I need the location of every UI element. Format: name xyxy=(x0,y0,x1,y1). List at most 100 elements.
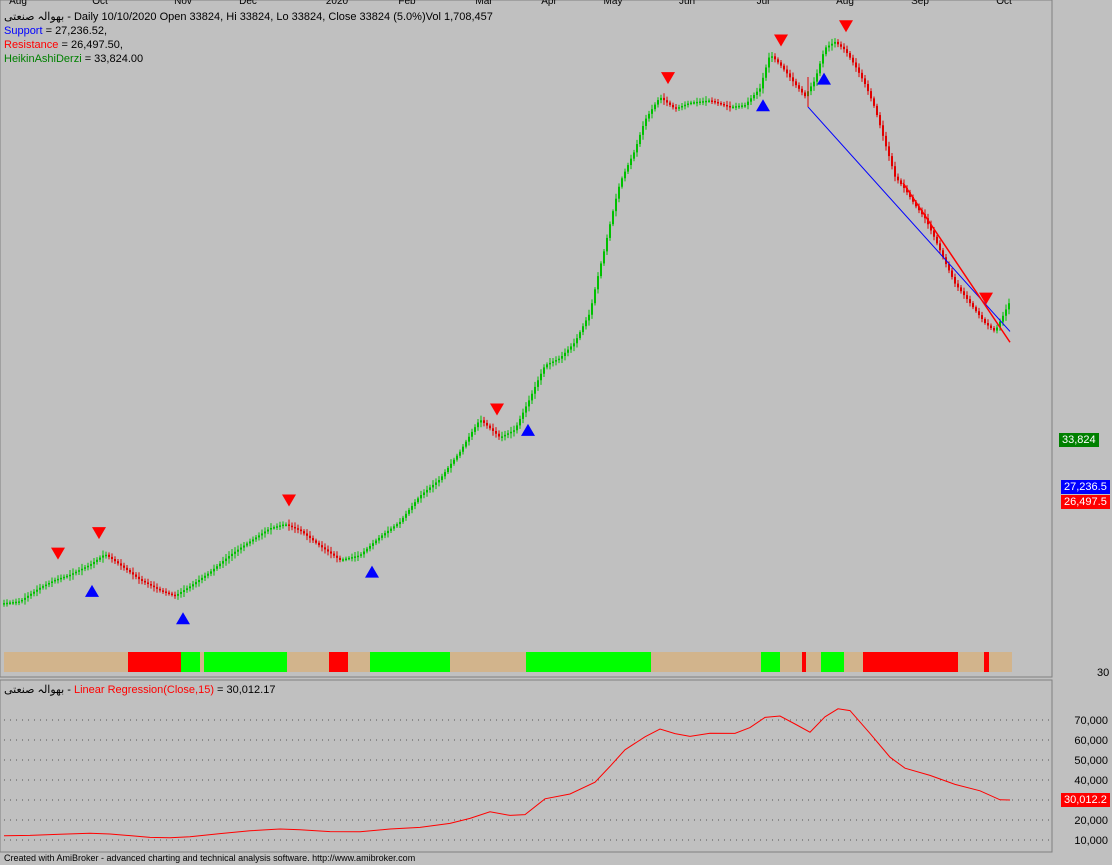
last-price-label: 33,824 xyxy=(1059,433,1099,447)
month-label: Oct xyxy=(92,0,108,7)
candle-body xyxy=(498,433,500,437)
ribbon-segment xyxy=(989,652,1012,672)
candle-body xyxy=(750,98,752,102)
candle-body xyxy=(192,584,194,587)
candle-body xyxy=(669,102,671,105)
candle-body xyxy=(348,557,350,560)
candle-body xyxy=(846,49,848,54)
buy-arrow xyxy=(365,565,379,578)
ribbon-segment xyxy=(780,652,802,672)
month-label: Dec xyxy=(239,0,257,7)
support-label: Support xyxy=(4,25,43,37)
month-label: Oct xyxy=(996,0,1012,7)
support-price-label: 27,236.5 xyxy=(1061,480,1110,494)
header-title: بهوالہ صنعتی - Daily 10/10/2020 Open 338… xyxy=(4,11,493,23)
candle-body xyxy=(654,104,656,110)
candle-body xyxy=(747,101,749,106)
candle-body xyxy=(804,92,806,97)
candle-body xyxy=(264,531,266,534)
candle-body xyxy=(981,315,983,320)
candle-body xyxy=(315,540,317,543)
candle-body xyxy=(870,91,872,99)
ribbon-segment xyxy=(128,652,181,672)
misc-axis-label: 30 xyxy=(1097,667,1110,679)
candle-body xyxy=(780,62,782,66)
candle-body xyxy=(126,567,128,571)
y-tick-label: 10,000 xyxy=(1074,835,1108,847)
sell-arrow xyxy=(661,72,675,85)
candle-body xyxy=(135,574,137,577)
candle-body xyxy=(351,557,353,559)
ribbon-segment xyxy=(200,652,204,672)
candle-body xyxy=(405,513,407,518)
candle-body xyxy=(696,101,698,104)
candle-body xyxy=(69,574,71,577)
candle-body xyxy=(195,582,197,585)
buy-arrow xyxy=(521,423,535,436)
candle-body xyxy=(261,533,263,536)
candle-body xyxy=(411,505,413,510)
lower-header: بهوالہ صنعتی - Linear Regression(Close,1… xyxy=(4,683,275,697)
candle-body xyxy=(285,524,287,526)
resistance-label: Resistance xyxy=(4,39,59,51)
candle-body xyxy=(189,586,191,589)
candle-body xyxy=(891,156,893,167)
candle-body xyxy=(360,554,362,556)
candle-body xyxy=(48,582,50,585)
candle-body xyxy=(723,103,725,106)
ribbon-segment xyxy=(4,652,10,672)
candle-body xyxy=(633,152,635,159)
candle-body xyxy=(420,495,422,499)
candle-body xyxy=(756,91,758,95)
month-label: Feb xyxy=(398,0,416,7)
candle-body xyxy=(54,579,56,582)
candle-body xyxy=(501,436,503,438)
candle-body xyxy=(915,201,917,207)
candle-body xyxy=(999,321,1001,328)
linreg-line xyxy=(3,708,1011,839)
candle-body xyxy=(444,472,446,477)
candle-body xyxy=(534,386,536,394)
candle-body xyxy=(9,602,11,604)
candle-body xyxy=(774,56,776,60)
candle-body xyxy=(864,78,866,84)
candle-body xyxy=(789,73,791,78)
candle-body xyxy=(957,283,959,288)
sell-arrow xyxy=(92,527,106,540)
candle-body xyxy=(375,540,377,544)
candle-body xyxy=(606,237,608,252)
candle-body xyxy=(267,529,269,532)
candle-body xyxy=(744,105,746,107)
candle-body xyxy=(726,104,728,107)
candle-body xyxy=(225,558,227,562)
candle-body xyxy=(582,326,584,333)
candle-body xyxy=(537,380,539,387)
candle-body xyxy=(519,418,521,426)
candle-body xyxy=(15,601,17,604)
candle-body xyxy=(99,557,101,560)
candle-body xyxy=(204,575,206,578)
candle-body xyxy=(219,563,221,567)
candle-body xyxy=(684,104,686,107)
trend-ribbon xyxy=(4,652,1012,672)
candle-body xyxy=(396,524,398,527)
candle-body xyxy=(765,67,767,78)
month-label: Apr xyxy=(541,0,557,7)
candle-body xyxy=(432,484,434,488)
candle-body xyxy=(249,541,251,544)
candle-body xyxy=(894,166,896,177)
month-label: Sep xyxy=(911,0,929,7)
candle-body xyxy=(867,83,869,92)
candle-body xyxy=(441,476,443,480)
candle-body xyxy=(60,577,62,580)
lower-series xyxy=(3,708,1011,839)
candle-body xyxy=(75,571,77,574)
candle-body xyxy=(114,559,116,562)
candle-body xyxy=(525,406,527,413)
candle-body xyxy=(1008,303,1010,310)
ribbon-segment xyxy=(204,652,287,672)
candle-body xyxy=(288,524,290,526)
candle-body xyxy=(531,393,533,401)
candle-body xyxy=(630,158,632,166)
